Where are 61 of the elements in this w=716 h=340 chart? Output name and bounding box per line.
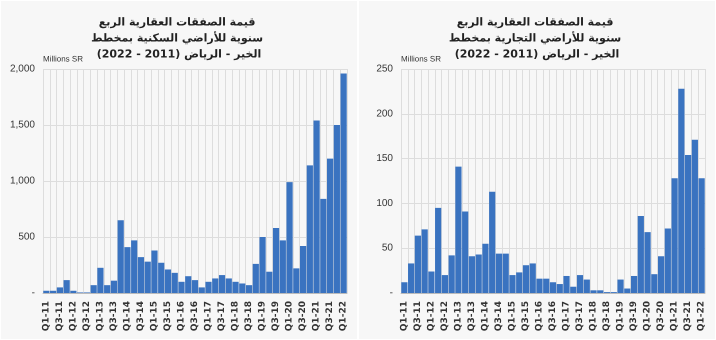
x-tick-label: Q3-13	[108, 301, 119, 332]
x-tick-label: Q3-18	[244, 301, 254, 332]
x-tick-label: Q1-11	[399, 301, 410, 332]
x-tick-label: Q1-15	[149, 301, 160, 332]
x-tick-label: Q3-11	[412, 301, 423, 332]
x-tick-label: Q1-19	[616, 301, 626, 332]
x-tick-label: Q1-16	[176, 301, 186, 332]
x-tick-label: Q1-18	[588, 301, 599, 332]
x-tick-label: Q1-17	[204, 301, 214, 332]
x-tick-label: Q1-16	[534, 301, 544, 332]
x-tick-label: Q3-11	[54, 301, 65, 332]
x-tick-label: Q3-16	[548, 301, 558, 332]
y-tick-label: -	[32, 288, 35, 298]
x-tick-label: Q1-21	[670, 301, 680, 332]
y-tick-label: 1,000	[10, 176, 36, 186]
x-tick-label: Q3-14	[136, 301, 146, 332]
x-tick-label: Q1-20	[284, 301, 295, 332]
x-tick-label: Q1-11	[41, 301, 52, 332]
y-tick-label: 500	[18, 232, 36, 242]
x-tick-label: Q3-18	[602, 301, 612, 332]
x-tick-label: Q1-14	[122, 301, 132, 332]
y-tick-label: 150	[376, 153, 394, 164]
x-tick-label: Q1-18	[230, 301, 241, 332]
x-tick-label: Q3-15	[520, 301, 531, 332]
x-tick-label: Q3-17	[575, 301, 586, 332]
x-tick-label: Q3-17	[217, 301, 228, 332]
x-tick-label: Q3-12	[82, 301, 92, 332]
x-tick-label: Q3-19	[271, 301, 282, 332]
x-tick-label: Q1-19	[258, 301, 268, 332]
x-tick-label: Q1-13	[453, 301, 464, 332]
x-tick-label: Q1-22	[696, 301, 707, 332]
x-tick-label: Q1-13	[95, 301, 106, 332]
y-tick-label: 2,000	[10, 64, 36, 74]
y-axis-title: Millions SR	[43, 54, 84, 64]
x-tick-label: Q1-20	[642, 301, 653, 332]
y-axis-title: Millions SR	[401, 54, 442, 64]
x-tick-label: Q3-16	[190, 301, 200, 332]
x-tick-label: Q3-15	[162, 301, 173, 332]
x-tick-label: Q3-19	[629, 301, 640, 332]
x-tick-label: Q3-14	[494, 301, 504, 332]
x-tick-label: Q1-14	[480, 301, 490, 332]
x-tick-label: Q1-21	[312, 301, 322, 332]
x-tick-label: Q3-20	[298, 301, 308, 332]
y-tick-label: 200	[376, 108, 394, 120]
x-tick-label: Q1-12	[68, 301, 78, 332]
y-tick-label: 1,500	[10, 120, 36, 130]
y-tick-label: -	[390, 288, 393, 298]
chart-title: قيمة الصفقات العقارية الربع سنوية للأراضي التجارية بمخطط الخير - الرياض (2011 - 2022)	[448, 16, 626, 60]
x-tick-label: Q1-17	[562, 301, 572, 332]
x-tick-label: Q3-12	[440, 301, 450, 332]
x-tick-label: Q3-21	[325, 301, 336, 332]
y-tick-label: 250	[376, 64, 394, 74]
y-tick-label: 50	[382, 242, 394, 254]
x-tick-label: Q3-21	[683, 301, 694, 332]
x-tick-label: Q3-13	[466, 301, 477, 332]
chart-title: قيمة الصفقات العقارية الربع سنوية للأراضي السكنية بمخطط الخير - الرياض (2011 - 2022)	[91, 16, 267, 60]
y-tick-label: 100	[376, 198, 394, 209]
x-tick-label: Q1-15	[507, 301, 518, 332]
x-tick-label: Q1-12	[426, 301, 436, 332]
x-tick-label: Q3-20	[656, 301, 666, 332]
x-tick-label: Q1-22	[338, 301, 349, 332]
